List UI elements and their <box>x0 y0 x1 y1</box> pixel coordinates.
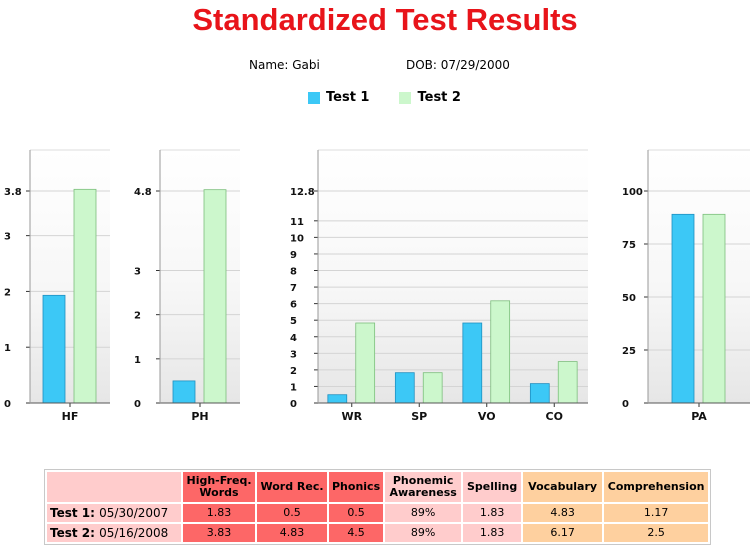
chart-legend: Test 1 Test 2 <box>308 90 461 105</box>
y-tick-label: 11 <box>290 217 304 228</box>
y-tick-label: 0 <box>622 399 629 410</box>
plot-area <box>30 150 110 403</box>
y-tick-label: 7 <box>290 283 297 294</box>
table-cell: 0.5 <box>329 504 384 522</box>
x-tick-label: VO <box>478 410 496 423</box>
legend-label-test2: Test 2 <box>417 90 461 105</box>
header-vocabulary: Vocabulary <box>523 472 603 502</box>
table-cell: 1.83 <box>463 504 522 522</box>
student-name: Name: Gabi <box>249 58 320 72</box>
y-tick-label: 5 <box>290 316 297 327</box>
table-cell: 1.83 <box>183 504 255 522</box>
bar-hf-test2 <box>73 188 97 404</box>
x-tick-label: CO <box>546 410 563 423</box>
y-tick-label: 100 <box>622 187 643 198</box>
y-tick-label: 3.8 <box>4 187 22 198</box>
header-spelling: Spelling <box>463 472 522 502</box>
y-tick-label: 1 <box>290 382 297 393</box>
row-test-name: Test 2: <box>50 526 95 540</box>
y-tick-label: 0 <box>4 399 11 410</box>
table-cell: 3.83 <box>183 524 255 542</box>
table-row-test1: Test 1: 05/30/2007 1.83 0.5 0.5 89% 1.83… <box>47 504 709 522</box>
y-tick-label: 1 <box>134 355 141 366</box>
bar-wr-test1 <box>327 394 348 404</box>
y-tick-label: 3 <box>134 267 141 278</box>
y-tick-label: 9 <box>290 250 297 261</box>
bar-pa-test1 <box>671 213 695 404</box>
legend-item-test1: Test 1 <box>308 90 369 105</box>
row-test-date: 05/30/2007 <box>99 506 169 520</box>
table-header-empty <box>47 472 181 502</box>
header-high-freq-words: High-Freq. Words <box>183 472 255 502</box>
header-phonics: Phonics <box>329 472 384 502</box>
y-tick-label: 4.8 <box>134 187 152 198</box>
y-tick-label: 2 <box>4 287 11 298</box>
bar-wr-test2 <box>355 322 376 404</box>
row-test-date: 05/16/2008 <box>99 526 169 540</box>
table-cell: 89% <box>385 524 462 542</box>
legend-label-test1: Test 1 <box>326 90 370 105</box>
bar-charts: 0 1 2 3 3.8 HF 0 1 2 3 4.8 PH 0 1 2 3 4 5 6 7 8 9 10 11 12.8 WR SP… <box>4 149 750 423</box>
legend-swatch-test2 <box>399 91 412 104</box>
table-cell: 1.17 <box>604 504 709 522</box>
y-tick-label: 2 <box>134 311 141 322</box>
header-phonemic-awareness: Phonemic Awareness <box>385 472 462 502</box>
y-tick-label: 0 <box>290 399 297 410</box>
table-cell: 89% <box>385 504 462 522</box>
y-tick-label: 6 <box>290 300 297 311</box>
header-word-rec: Word Rec. <box>257 472 327 502</box>
results-table: High-Freq. Words Word Rec. Phonics Phone… <box>44 469 712 545</box>
x-tick-label: SP <box>411 410 427 423</box>
table-cell: 4.5 <box>329 524 384 542</box>
y-tick-label: 4 <box>290 333 297 344</box>
y-tick-label: 2 <box>290 366 297 377</box>
header-comprehension: Comprehension <box>604 472 709 502</box>
table-header-row: High-Freq. Words Word Rec. Phonics Phone… <box>47 472 709 502</box>
y-tick-label: 3 <box>290 349 297 360</box>
legend-swatch-test1 <box>308 91 320 104</box>
bar-co-test2 <box>557 361 578 404</box>
y-tick-label: 0 <box>134 399 141 410</box>
bar-sp-test1 <box>394 372 415 404</box>
y-tick-label: 3 <box>4 232 11 243</box>
table-cell: 4.83 <box>257 524 327 542</box>
row-label-test2: Test 2: 05/16/2008 <box>47 524 181 542</box>
y-tick-label: 50 <box>622 293 636 304</box>
bar-co-test1 <box>529 383 550 404</box>
bar-ph-test1 <box>172 380 196 404</box>
bar-ph-test2 <box>203 189 227 404</box>
table-cell: 1.83 <box>463 524 522 542</box>
date-of-birth: DOB: 07/29/2000 <box>406 58 510 72</box>
bar-hf-test1 <box>42 294 66 404</box>
x-tick-label: PH <box>191 410 208 423</box>
x-tick-label: WR <box>341 410 362 423</box>
bar-sp-test2 <box>422 372 443 404</box>
bar-vo-test2 <box>490 300 511 404</box>
legend-item-test2: Test 2 <box>399 90 461 105</box>
y-tick-label: 10 <box>290 233 304 244</box>
row-test-name: Test 1: <box>50 506 95 520</box>
table-cell: 0.5 <box>257 504 327 522</box>
table-cell: 4.83 <box>523 504 603 522</box>
y-tick-label: 12.8 <box>290 187 315 198</box>
x-tick-label: HF <box>62 410 79 423</box>
y-tick-label: 8 <box>290 267 297 278</box>
bar-pa-test2 <box>702 213 726 404</box>
page-title: Standardized Test Results <box>192 2 578 37</box>
y-tick-label: 1 <box>4 343 11 354</box>
table-cell: 6.17 <box>523 524 603 542</box>
x-tick-label: PA <box>691 410 707 423</box>
plot-area <box>160 150 240 403</box>
bar-vo-test1 <box>462 322 483 404</box>
plot-area <box>648 150 750 403</box>
table-row-test2: Test 2: 05/16/2008 3.83 4.83 4.5 89% 1.8… <box>47 524 709 542</box>
table-cell: 2.5 <box>604 524 709 542</box>
y-tick-label: 75 <box>622 240 636 251</box>
row-label-test1: Test 1: 05/30/2007 <box>47 504 181 522</box>
y-tick-label: 25 <box>622 346 636 357</box>
